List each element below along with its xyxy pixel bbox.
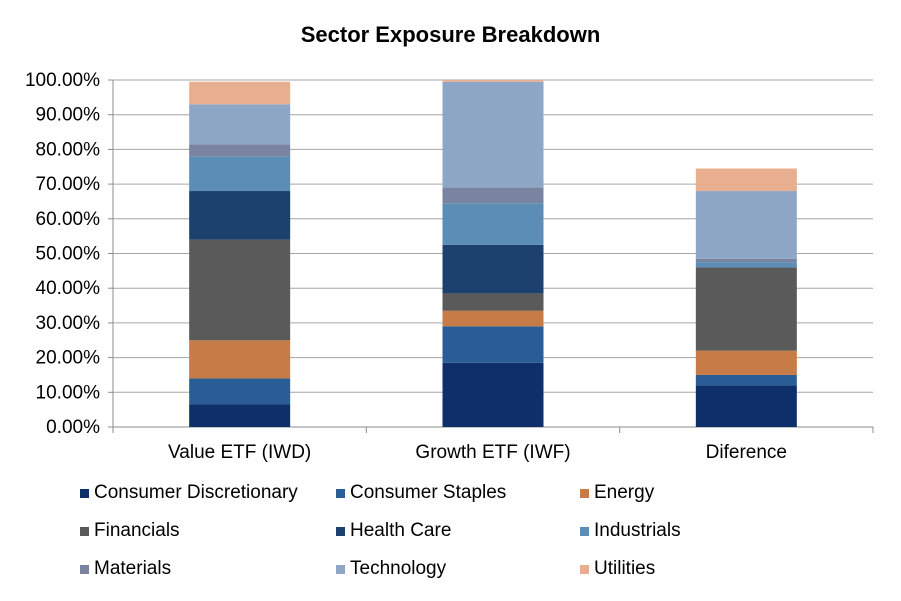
bar-segment [189,81,291,105]
bar-segment [442,244,544,294]
bar-segment [695,168,797,192]
bar-segment [695,191,797,259]
legend-label: Health Care [350,520,452,541]
legend-item: Energy [580,482,654,504]
legend-label: Energy [594,482,655,503]
legend-label: Technology [350,558,447,579]
legend-item: Financials [80,520,180,542]
x-tick-label: Value ETF (IWD) [168,442,311,463]
bar-segment [189,239,291,341]
y-tick-label: 70.00% [36,174,101,195]
bar-segment [695,262,797,268]
bar-segment [695,258,797,263]
legend-item: Technology [336,558,446,580]
legend-swatch [580,564,589,574]
bar-segment [189,104,291,145]
x-tick-label: Growth ETF (IWF) [415,442,570,463]
legend-item: Health Care [336,520,451,542]
bar-segment [442,187,544,204]
legend-label: Industrials [594,520,681,541]
bar-segment [442,326,544,363]
y-tick-label: 80.00% [36,139,101,160]
legend-swatch [80,564,89,574]
legend-label: Materials [94,558,172,579]
chart-title: Sector Exposure Breakdown [300,22,601,47]
y-tick-label: 50.00% [36,244,101,265]
legend-item: Consumer Discretionary [80,482,298,504]
bar-segment [442,293,544,311]
bar-segment [189,404,291,427]
y-tick-label: 90.00% [36,105,101,126]
legend-swatch [580,526,589,536]
bar-segment [189,156,291,192]
y-tick-label: 100.00% [25,70,100,91]
bar-segment [189,378,291,405]
bar-segment [189,144,291,157]
bar-segment [442,80,544,82]
legend-item: Consumer Staples [336,482,506,504]
bar-segment [442,203,544,245]
y-tick-label: 30.00% [36,313,101,334]
legend-item: Materials [80,558,171,580]
y-tick-label: 10.00% [36,382,101,403]
y-tick-label: 20.00% [36,348,101,369]
y-tick-label: 60.00% [36,209,101,230]
bar-segment [442,310,544,327]
legend-swatch [336,488,345,498]
bar-segment [695,385,797,427]
legend-swatch [336,564,345,574]
legend-swatch [80,526,89,536]
legend-swatch [336,526,345,536]
legend-label: Consumer Discretionary [94,482,298,503]
legend-item: Industrials [580,520,681,542]
legend-label: Financials [94,520,180,541]
y-tick-label: 0.00% [46,417,100,438]
bar-segment [442,81,544,188]
bar-segment [442,362,544,427]
y-tick-label: 40.00% [36,278,101,299]
legend-swatch [80,488,89,498]
legend-label: Consumer Staples [350,482,507,503]
bar-segment [695,350,797,375]
legend-item: Utilities [580,558,655,580]
legend-swatch [580,488,589,498]
bar-segment [189,191,291,240]
bar-segment [189,340,291,379]
legend-label: Utilities [594,558,656,579]
bar-segment [695,374,797,386]
bar-segment [695,267,797,351]
x-tick-label: Diference [706,442,787,463]
